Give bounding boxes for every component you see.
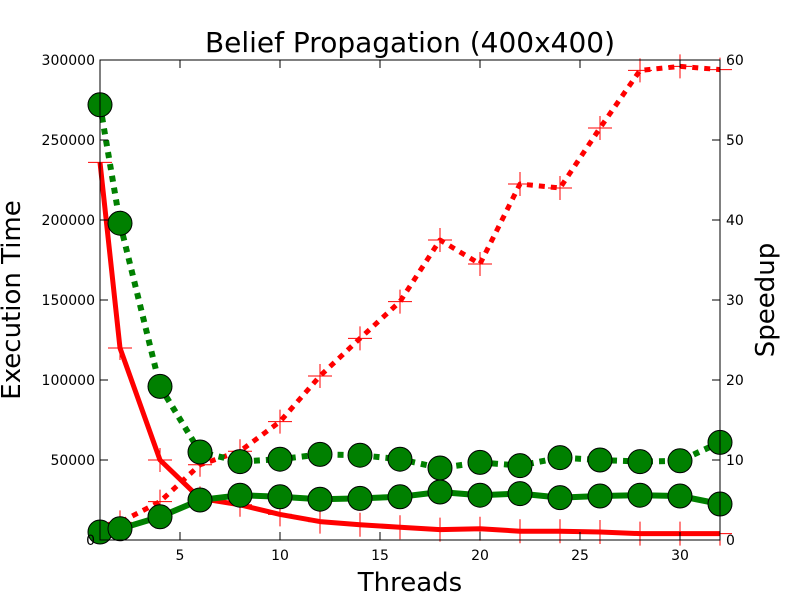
series-2-point bbox=[667, 448, 693, 474]
series-3-point bbox=[587, 483, 613, 509]
series-3-point bbox=[427, 479, 453, 505]
x-tick-label: 10 bbox=[271, 548, 289, 564]
y2-tick-label: 60 bbox=[726, 53, 744, 69]
y2-tick-label: 40 bbox=[726, 213, 744, 229]
x-tick-label: 5 bbox=[176, 548, 185, 564]
series-2-point bbox=[627, 449, 653, 475]
y2-tick-label: 50 bbox=[726, 133, 744, 149]
y2-tick-label: 20 bbox=[726, 373, 744, 389]
series-2-group bbox=[87, 92, 733, 481]
series-3-point bbox=[387, 484, 413, 510]
x-tick-label: 30 bbox=[671, 548, 689, 564]
series-3-point bbox=[627, 482, 653, 508]
series-3-point bbox=[507, 481, 533, 507]
series-3-point bbox=[267, 484, 293, 510]
series-2-point bbox=[147, 373, 173, 399]
series-2-point bbox=[387, 446, 413, 472]
x-tick-label: 15 bbox=[371, 548, 389, 564]
series-2-point bbox=[107, 210, 133, 236]
chart-title: Belief Propagation (400x400) bbox=[205, 26, 615, 59]
y-tick-label: 50000 bbox=[50, 453, 95, 469]
series-2-point bbox=[507, 453, 533, 479]
series-2-point bbox=[267, 446, 293, 472]
series-3-point bbox=[667, 483, 693, 509]
x-axis-label: Threads bbox=[357, 568, 462, 598]
y-tick-label: 300000 bbox=[42, 53, 95, 69]
series-2-point bbox=[187, 439, 213, 465]
series-2-point bbox=[467, 449, 493, 475]
series-3-point bbox=[107, 516, 133, 542]
series-layer bbox=[87, 54, 733, 546]
series-3-point bbox=[187, 487, 213, 513]
series-2-point bbox=[227, 449, 253, 475]
x-tick-label: 20 bbox=[471, 548, 489, 564]
series-2-point bbox=[547, 445, 573, 471]
y-tick-label: 200000 bbox=[42, 213, 95, 229]
y2-tick-label: 0 bbox=[726, 533, 735, 549]
series-3-point bbox=[147, 504, 173, 530]
y-tick-label: 250000 bbox=[42, 133, 95, 149]
y2-tick-label: 30 bbox=[726, 293, 744, 309]
series-2-point bbox=[347, 442, 373, 468]
y-tick-label: 100000 bbox=[42, 373, 95, 389]
axes-layer: 5 10 15 20 25 30 0 50000 100000 150000 200000 25000… bbox=[42, 53, 744, 564]
y-tick-label: 0 bbox=[86, 533, 95, 549]
y2-axis-label: Speedup bbox=[751, 243, 781, 358]
y2-tick-label: 10 bbox=[726, 453, 744, 469]
series-3-point bbox=[467, 482, 493, 508]
series-3-group bbox=[87, 479, 733, 545]
series-3-point bbox=[307, 486, 333, 512]
series-2-point bbox=[427, 455, 453, 481]
y-tick-label: 150000 bbox=[42, 293, 95, 309]
series-3-point bbox=[547, 485, 573, 511]
series-3-point bbox=[227, 482, 253, 508]
series-2-point bbox=[587, 447, 613, 473]
series-2-point bbox=[307, 441, 333, 467]
y-axis-label: Execution Time bbox=[0, 200, 27, 399]
x-tick-label: 25 bbox=[571, 548, 589, 564]
series-3-point bbox=[347, 485, 373, 511]
